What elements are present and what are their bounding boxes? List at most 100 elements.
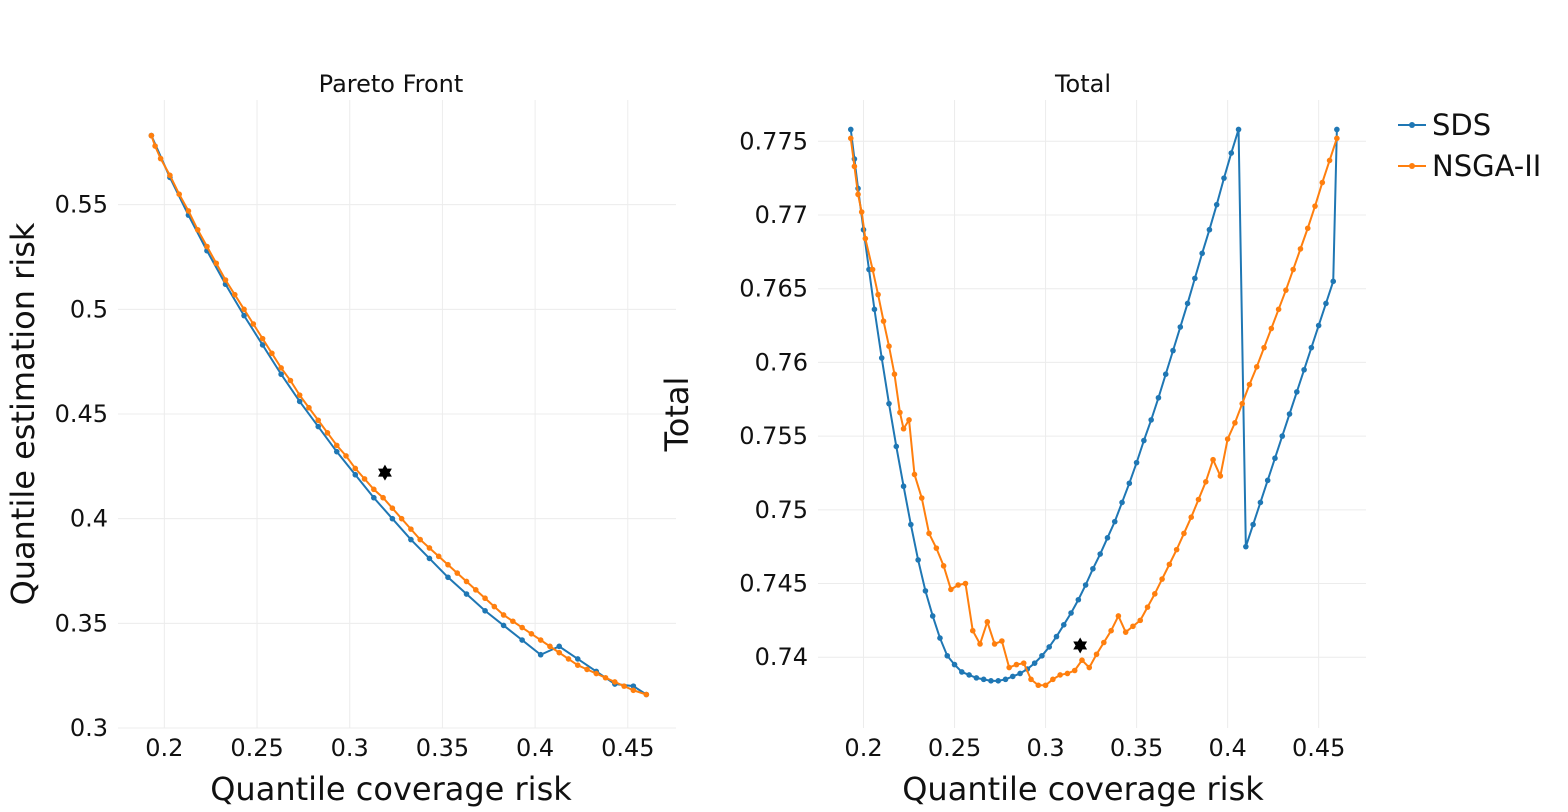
point-nsga-ii bbox=[491, 603, 498, 610]
x-tick-label: 0.35 bbox=[1110, 734, 1163, 762]
point-sds bbox=[1017, 670, 1023, 677]
point-nsga-ii bbox=[1297, 246, 1304, 252]
grid-pareto bbox=[118, 100, 676, 729]
point-nsga-ii bbox=[528, 631, 535, 637]
point-nsga-ii bbox=[176, 191, 182, 197]
point-nsga-ii bbox=[1071, 667, 1078, 674]
point-nsga-ii bbox=[241, 306, 247, 313]
point-nsga-ii bbox=[152, 143, 158, 149]
point-nsga-ii bbox=[537, 637, 544, 643]
point-nsga-ii bbox=[1137, 617, 1144, 624]
point-nsga-ii bbox=[875, 291, 881, 298]
point-sds bbox=[1192, 275, 1198, 282]
point-sds bbox=[1060, 622, 1067, 628]
legend-marker-nsga-ii bbox=[1409, 163, 1415, 169]
point-nsga-ii bbox=[891, 371, 898, 378]
y-tick-label: 0.745 bbox=[739, 570, 808, 598]
point-nsga-ii bbox=[847, 135, 854, 142]
y-tick-label: 0.76 bbox=[755, 348, 808, 376]
point-nsga-ii bbox=[1210, 456, 1216, 463]
point-sds bbox=[900, 483, 907, 490]
point-nsga-ii bbox=[574, 662, 581, 668]
point-nsga-ii bbox=[1093, 651, 1100, 658]
point-sds bbox=[1039, 652, 1045, 659]
point-sds bbox=[1250, 521, 1256, 528]
point-sds bbox=[408, 536, 414, 543]
x-tick-label: 0.2 bbox=[844, 734, 882, 762]
point-sds bbox=[929, 613, 936, 619]
point-sds bbox=[630, 683, 637, 689]
y-tick-label: 0.3 bbox=[70, 714, 108, 742]
point-sds bbox=[915, 557, 921, 563]
point-nsga-ii bbox=[1006, 664, 1012, 671]
point-nsga-ii bbox=[510, 618, 516, 625]
point-nsga-ii bbox=[1101, 639, 1107, 646]
legend-marker-sds bbox=[1409, 122, 1415, 128]
point-sds bbox=[922, 588, 929, 594]
point-sds bbox=[1075, 596, 1082, 603]
point-nsga-ii bbox=[969, 627, 976, 634]
point-nsga-ii bbox=[556, 649, 563, 656]
y-tick-label: 0.74 bbox=[755, 643, 808, 671]
point-sds bbox=[1294, 389, 1300, 395]
point-nsga-ii bbox=[948, 586, 954, 593]
point-sds bbox=[847, 126, 854, 133]
point-nsga-ii bbox=[855, 191, 861, 198]
y-tick-label: 0.35 bbox=[55, 609, 108, 637]
x-tick-label: 0.4 bbox=[1209, 734, 1247, 762]
point-nsga-ii bbox=[886, 343, 892, 349]
point-sds bbox=[1301, 366, 1307, 373]
point-nsga-ii bbox=[194, 226, 201, 233]
point-nsga-ii bbox=[454, 570, 461, 576]
point-nsga-ii bbox=[500, 612, 507, 618]
point-nsga-ii bbox=[185, 208, 192, 214]
point-nsga-ii bbox=[926, 530, 932, 537]
point-nsga-ii bbox=[1042, 682, 1049, 689]
star-marker bbox=[1073, 637, 1088, 654]
point-nsga-ii bbox=[1312, 203, 1318, 209]
point-sds bbox=[296, 398, 303, 405]
series-line-sds bbox=[150, 135, 647, 696]
y-tick-label: 0.775 bbox=[739, 127, 808, 155]
y-tick-label: 0.765 bbox=[739, 275, 808, 303]
legend-item-sds[interactable]: SDS bbox=[1398, 108, 1491, 142]
point-sds bbox=[908, 521, 914, 528]
point-nsga-ii bbox=[858, 209, 865, 215]
point-nsga-ii bbox=[897, 409, 903, 416]
point-nsga-ii bbox=[584, 666, 590, 673]
point-nsga-ii bbox=[1188, 514, 1195, 520]
point-nsga-ii bbox=[361, 476, 368, 482]
point-nsga-ii bbox=[1108, 627, 1114, 634]
point-nsga-ii bbox=[1050, 676, 1056, 683]
point-nsga-ii bbox=[1057, 672, 1063, 678]
point-nsga-ii bbox=[1304, 225, 1311, 232]
point-sds bbox=[980, 676, 987, 683]
point-nsga-ii bbox=[1326, 157, 1333, 164]
point-nsga-ii bbox=[435, 553, 442, 560]
point-nsga-ii bbox=[977, 641, 983, 647]
x-tick-label: 0.2 bbox=[145, 734, 183, 762]
point-sds bbox=[1155, 394, 1162, 401]
point-nsga-ii bbox=[999, 638, 1005, 644]
legend-item-nsga-ii[interactable]: NSGA-II bbox=[1398, 149, 1541, 183]
y-tick-label: 0.755 bbox=[739, 422, 808, 450]
grid-total bbox=[818, 100, 1366, 728]
point-nsga-ii bbox=[1246, 381, 1253, 388]
point-nsga-ii bbox=[906, 417, 912, 423]
x-tick-label: 0.25 bbox=[928, 734, 981, 762]
point-nsga-ii bbox=[380, 494, 386, 501]
legend-label-sds: SDS bbox=[1432, 108, 1491, 142]
point-nsga-ii bbox=[1217, 473, 1224, 479]
point-sds bbox=[519, 637, 525, 643]
point-nsga-ii bbox=[900, 425, 907, 432]
point-nsga-ii bbox=[1086, 664, 1093, 671]
point-sds bbox=[389, 515, 396, 522]
x-axis-title-total: Quantile coverage risk bbox=[902, 770, 1264, 808]
point-nsga-ii bbox=[1268, 325, 1275, 332]
point-sds bbox=[241, 312, 247, 319]
point-sds bbox=[988, 678, 994, 684]
point-sds bbox=[973, 675, 980, 681]
point-sds bbox=[1104, 535, 1111, 541]
star-marker bbox=[378, 464, 392, 481]
point-nsga-ii bbox=[955, 582, 961, 588]
